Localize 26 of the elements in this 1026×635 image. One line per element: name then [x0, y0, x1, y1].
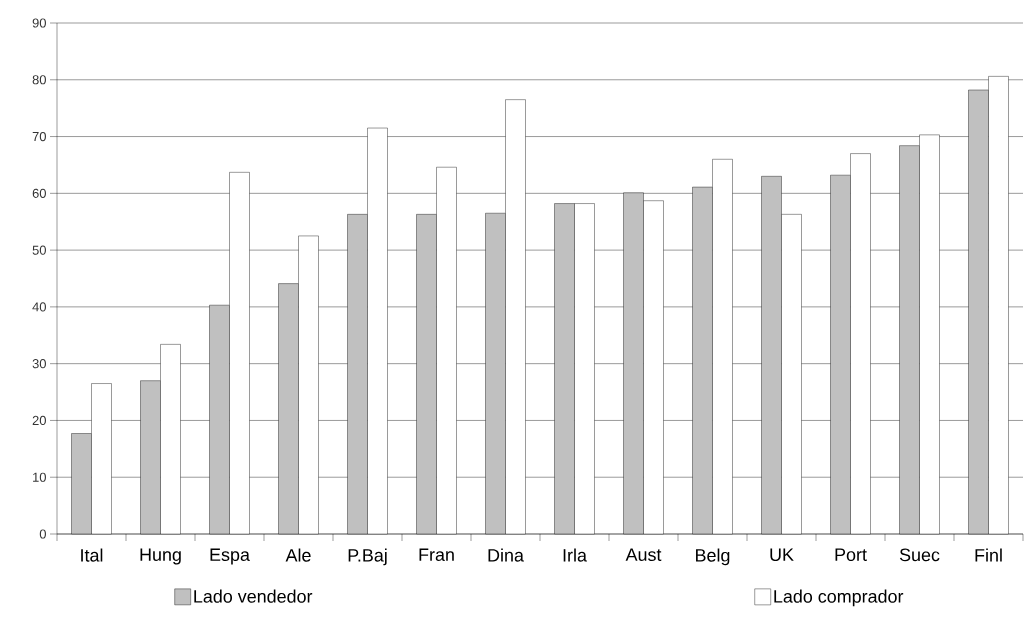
y-tick-label: 60: [32, 188, 46, 198]
y-tick-label: 80: [32, 75, 46, 85]
y-tick-label: 90: [32, 18, 46, 28]
x-tick-label: Aust: [625, 548, 662, 562]
legend-label: Lado comprador: [774, 589, 904, 607]
x-tick-label: UK: [770, 548, 794, 562]
y-tick-label: 20: [32, 415, 46, 426]
y-tick-label: 50: [32, 245, 46, 255]
x-tick-label: P.Baj: [348, 548, 387, 566]
x-tick-label: Ital: [81, 548, 103, 562]
y-tick-label: 0: [39, 529, 46, 539]
x-tick-label: Fran: [419, 548, 454, 562]
legend-label: Lado vendedor: [194, 589, 313, 603]
x-tick-label: Dina: [488, 548, 524, 562]
x-tick-label: Finl: [975, 548, 1002, 562]
y-tick-label: 30: [32, 359, 46, 369]
x-tick-label: Suec: [899, 548, 940, 562]
x-tick-label: Port: [835, 548, 867, 562]
x-tick-label: Irla: [563, 548, 587, 562]
y-tick-label: 70: [32, 131, 46, 142]
x-tick-label: Ale: [285, 548, 311, 562]
x-tick-label: Belg: [696, 548, 730, 566]
x-tick-label: Hung: [140, 548, 181, 565]
y-tick-label: 40: [32, 302, 46, 312]
y-tick-label: 10: [33, 472, 46, 482]
x-tick-label: Espa: [210, 548, 250, 565]
